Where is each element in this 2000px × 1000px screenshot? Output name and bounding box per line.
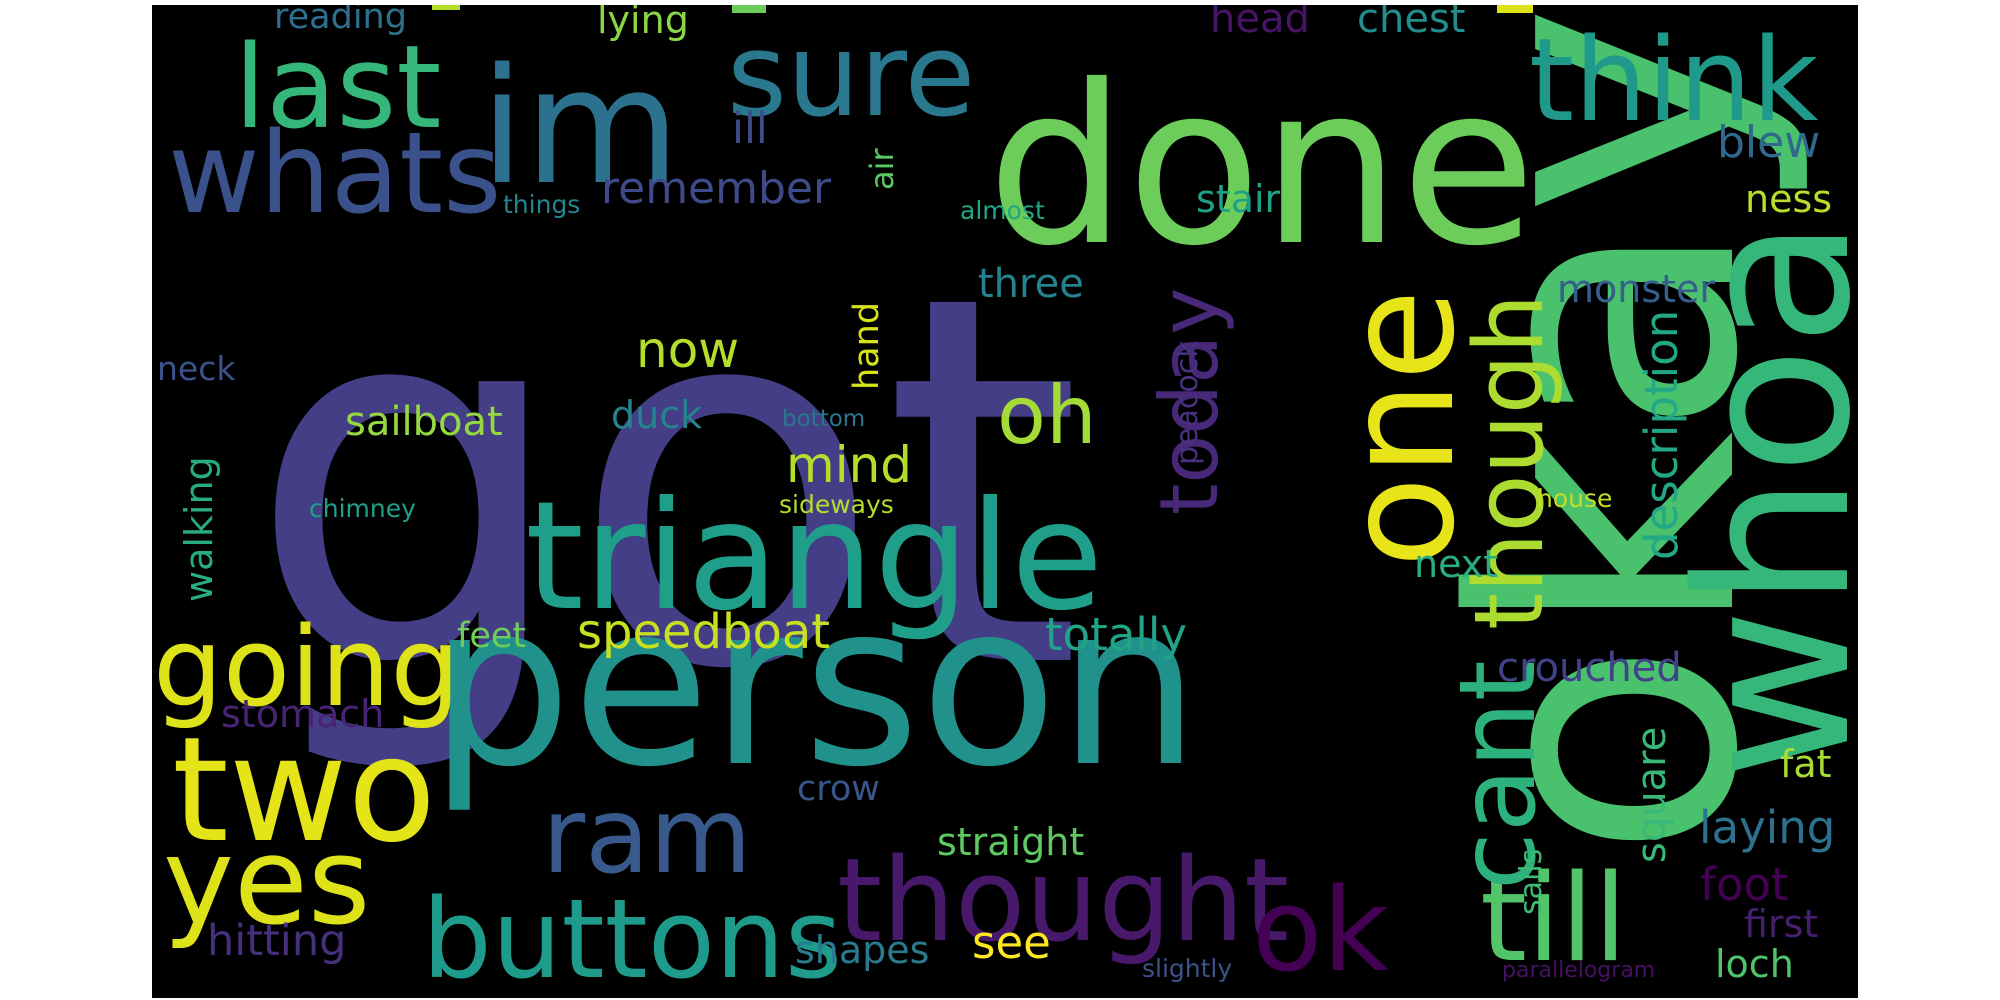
word-think: think xyxy=(1529,14,1819,148)
word-sideways: sideways xyxy=(779,490,894,519)
word-crouched: crouched xyxy=(1497,645,1682,691)
word-walking: walking xyxy=(177,456,221,602)
word-three: three xyxy=(978,261,1084,307)
word-bottom: bottom xyxy=(782,406,865,432)
word-shapes: shapes xyxy=(795,928,929,972)
word-okay: okay xyxy=(1398,5,1817,860)
word-buttons: buttons xyxy=(422,875,842,998)
word-air: air xyxy=(863,148,901,191)
word-remember: remember xyxy=(601,163,832,214)
word-cloud-panel: got okay person done im whoa triangle one two sur… xyxy=(152,5,1858,998)
word-today: today xyxy=(1143,288,1236,515)
word-sails: sails xyxy=(1514,849,1549,915)
word-laying: laying xyxy=(1699,801,1835,854)
word-yes: yes xyxy=(163,813,370,952)
word-neck: neck xyxy=(157,349,236,388)
word-whats: whats xyxy=(168,109,501,239)
word-cloud: got okay person done im whoa triangle one two sur… xyxy=(153,5,1858,998)
word-last: last xyxy=(234,21,441,155)
word-totally: totally xyxy=(1045,608,1187,661)
word-hand: hand xyxy=(847,302,887,390)
word-ok: ok xyxy=(1252,864,1389,998)
word-straight: straight xyxy=(937,820,1084,864)
clipped-word-fragment xyxy=(1497,5,1533,13)
word-crow: crow xyxy=(797,769,880,809)
word-person: person xyxy=(429,555,1200,817)
word-parallelogram: parallelogram xyxy=(1502,958,1655,983)
word-two: two xyxy=(172,706,436,875)
word-things: things xyxy=(503,190,580,219)
word-im: im xyxy=(480,33,680,220)
word-stomach: stomach xyxy=(221,692,384,736)
word-fat: fat xyxy=(1780,742,1832,786)
word-foot: foot xyxy=(1700,858,1789,911)
word-lying: lying xyxy=(597,5,689,42)
word-see: see xyxy=(972,916,1051,969)
word-oh: oh xyxy=(997,369,1097,462)
word-next: next xyxy=(1414,542,1498,586)
word-first: first xyxy=(1744,902,1818,946)
word-speedboat: speedboat xyxy=(577,604,830,660)
word-ill: ill xyxy=(732,104,768,154)
word-reading: reading xyxy=(274,5,407,37)
word-chimney: chimney xyxy=(309,494,416,523)
clipped-word-fragment xyxy=(732,5,766,13)
word-stair: stair xyxy=(1196,177,1281,221)
clipped-word-fragment xyxy=(432,5,460,10)
word-thought: thought xyxy=(837,834,1289,968)
word-till: till xyxy=(1480,850,1627,989)
word-house: house xyxy=(1537,484,1612,513)
word-peacock: peacock xyxy=(1170,340,1205,465)
word-cant: cant xyxy=(1437,660,1559,890)
word-slightly: slightly xyxy=(1142,954,1232,983)
word-going: going xyxy=(153,603,460,731)
word-triangle: triangle xyxy=(525,470,1103,644)
word-one: one xyxy=(1314,289,1488,568)
word-ram: ram xyxy=(542,775,752,897)
word-loch: loch xyxy=(1715,942,1794,986)
word-though: though xyxy=(1455,294,1565,630)
word-got: got xyxy=(247,188,1083,781)
word-ness: ness xyxy=(1745,177,1832,221)
word-description: description xyxy=(1635,310,1688,560)
word-sailboat: sailboat xyxy=(345,399,503,445)
word-head: head xyxy=(1210,5,1310,42)
word-almost: almost xyxy=(960,196,1045,225)
word-sure: sure xyxy=(727,9,975,143)
word-monster: monster xyxy=(1557,267,1715,311)
word-feet: feet xyxy=(457,616,526,656)
word-chest: chest xyxy=(1357,5,1465,42)
word-whoa: whoa xyxy=(1652,218,1858,780)
word-done: done xyxy=(987,38,1536,294)
word-mind: mind xyxy=(786,436,912,494)
word-blew: blew xyxy=(1717,117,1820,168)
word-hitting: hitting xyxy=(207,916,346,966)
word-now: now xyxy=(636,321,739,379)
word-square: square xyxy=(1629,727,1675,863)
word-duck: duck xyxy=(611,393,702,437)
